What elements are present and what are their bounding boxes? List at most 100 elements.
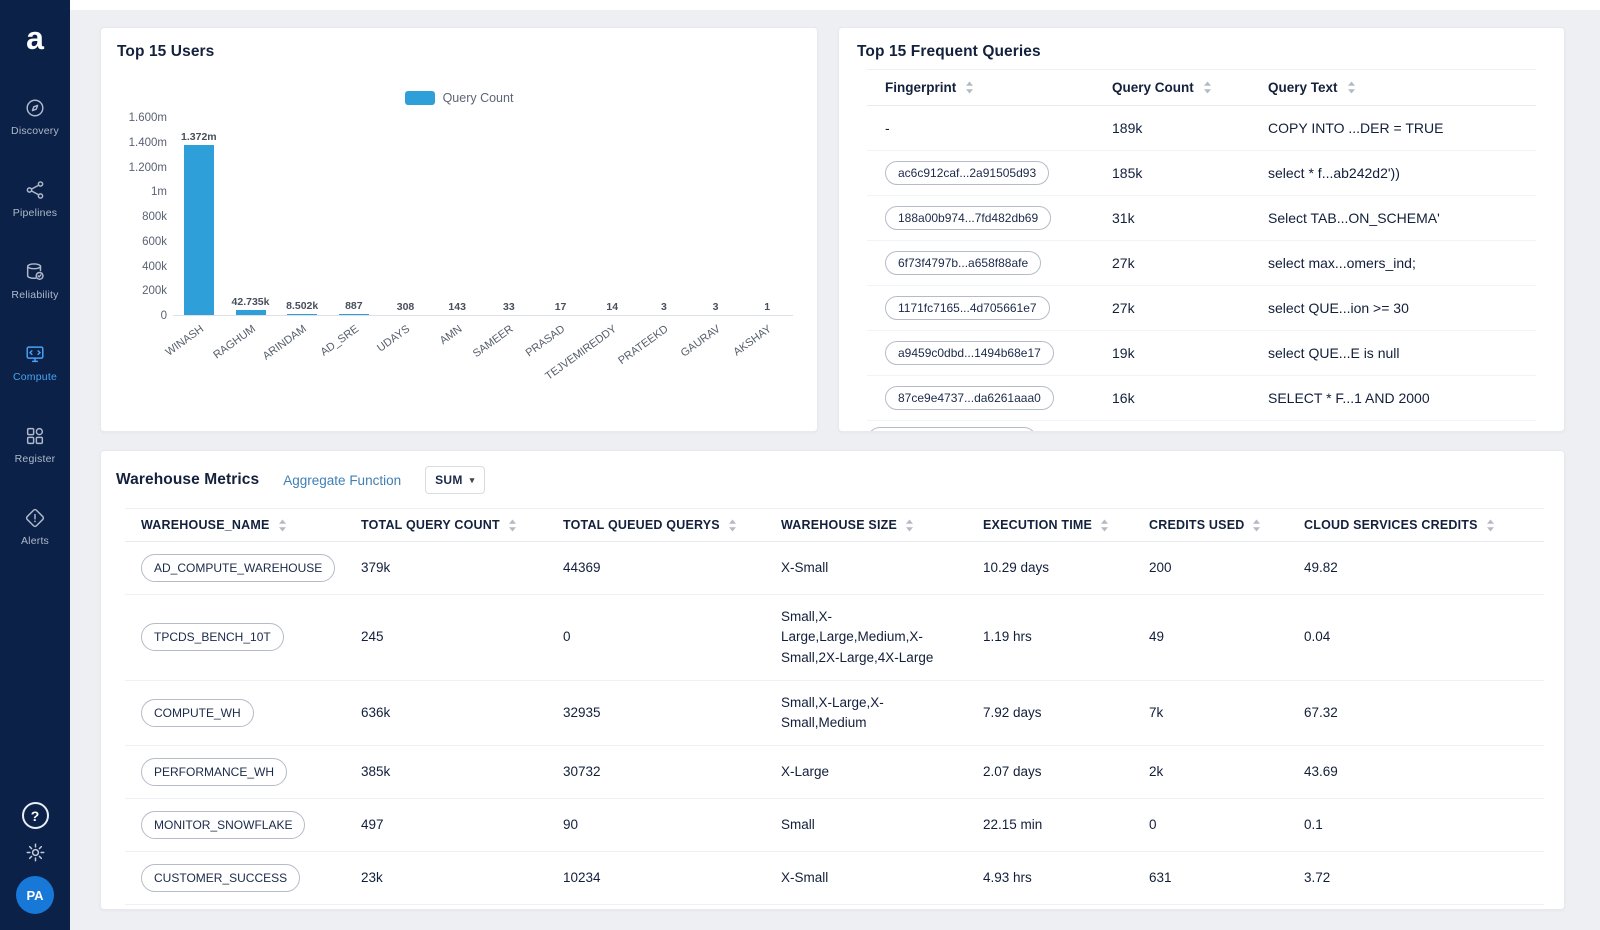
warehouse-size-cell: X-Small — [781, 870, 829, 886]
bar-value-label: 143 — [448, 301, 466, 313]
warehouse-column-header[interactable]: TOTAL QUEUED QUERYS — [547, 509, 765, 541]
alerts-icon — [24, 507, 46, 529]
total-query-count-cell: 385k — [361, 764, 391, 780]
sidebar-item-label: Reliability — [11, 289, 59, 301]
settings-gear-icon[interactable] — [25, 842, 46, 863]
cloud-services-credits-cell: 3.72 — [1304, 870, 1331, 886]
cloud-services-credits-cell: 49.82 — [1304, 559, 1338, 575]
execution-time-cell: 22.15 min — [983, 817, 1043, 833]
sidebar-item-discovery[interactable]: Discovery — [0, 88, 70, 146]
y-axis-tick: 200k — [142, 285, 167, 298]
total-query-count-cell: 636k — [361, 704, 391, 720]
bar-slot: 17 PRASAD — [524, 118, 587, 359]
bar-category-label: RAGHUM — [210, 323, 258, 362]
sort-icon[interactable] — [965, 81, 974, 94]
app-logo[interactable]: a — [26, 20, 44, 56]
sort-icon[interactable] — [1486, 519, 1495, 532]
chart-bar[interactable] — [183, 145, 214, 315]
warehouse-name-pill: AD_COMPUTE_WAREHOUSE — [141, 554, 336, 582]
chart-legend[interactable]: Query Count — [101, 91, 817, 105]
queries-column-header[interactable]: Query Count — [1094, 70, 1250, 105]
bar-category-label: PRASAD — [523, 323, 568, 360]
warehouse-metrics-header: Warehouse Metrics Aggregate Function SUM… — [101, 451, 1564, 494]
legend-swatch — [404, 91, 435, 105]
bar-slot: 14 TEJVEMIREDDY — [543, 118, 638, 383]
query-text-cell: select QUE...E is null — [1268, 345, 1400, 361]
warehouse-name-pill: PERFORMANCE_WH — [141, 758, 288, 787]
credits-used-cell: 7k — [1149, 704, 1164, 720]
fingerprint-cell: 87ce9e4737...da6261aaa0 — [867, 380, 1094, 416]
query-table-row: 6f73f4797b...a658f88afe 27k select max...o… — [867, 241, 1536, 286]
credits-used-cell: 2k — [1149, 764, 1164, 780]
warehouse-column-header[interactable]: WAREHOUSE_NAME — [125, 509, 345, 541]
query-table-row: 1171fc7165...4d705661e7 27k select QUE...i… — [867, 286, 1536, 331]
cloud-services-credits-cell: 43.69 — [1304, 764, 1338, 780]
sort-icon[interactable] — [278, 519, 287, 532]
query-table-row: 87ce9e4737...da6261aaa0 16k SELECT * F...1… — [867, 376, 1536, 421]
card-title: Warehouse Metrics — [116, 471, 260, 488]
bar-value-label: 33 — [503, 301, 515, 313]
warehouse-table-row: COMPUTE_WH 636k 32935 Small,X-Large,X-Small… — [125, 681, 1544, 747]
chart-bar[interactable] — [338, 314, 369, 315]
help-button[interactable]: ? — [21, 802, 49, 829]
sort-icon[interactable] — [905, 519, 914, 532]
bar-slot: 308 UDAYS — [376, 118, 432, 355]
sort-icon[interactable] — [1347, 81, 1356, 94]
user-avatar[interactable]: PA — [16, 876, 54, 914]
column-header-label: Query Text — [1268, 80, 1338, 95]
queries-table: Fingerprint Query Count Query Text - 189k CO… — [867, 69, 1536, 421]
warehouse-column-header[interactable]: TOTAL QUERY COUNT — [345, 509, 547, 541]
execution-time-cell: 7.92 days — [983, 704, 1042, 720]
sidebar-item-register[interactable]: Register — [0, 416, 70, 474]
y-axis-tick: 800k — [142, 211, 167, 223]
legend-label: Query Count — [442, 91, 514, 105]
warehouse-column-header[interactable]: CREDITS USED — [1133, 509, 1288, 541]
register-icon — [24, 425, 46, 447]
sort-icon[interactable] — [508, 519, 517, 532]
pipelines-icon — [24, 179, 46, 201]
query-table-row: 188a00b974...7fd482db69 31k Select TAB...O… — [867, 196, 1536, 241]
sidebar-item-pipelines[interactable]: Pipelines — [0, 170, 70, 228]
aggregate-function-select[interactable]: SUM ▾ — [425, 466, 485, 494]
bar-category-label: PRATEEKD — [616, 323, 671, 368]
warehouse-column-header[interactable]: WAREHOUSE SIZE — [765, 509, 967, 541]
warehouse-column-header[interactable]: CLOUD SERVICES CREDITS — [1288, 509, 1544, 541]
bar-slot: 33 SAMEER — [471, 118, 535, 360]
bar-value-label: 887 — [345, 300, 363, 312]
warehouse-name-cell: CUSTOMER_SUCCESS — [125, 852, 345, 904]
bar-slot: 1 AKSHAY — [732, 118, 793, 358]
fingerprint-cell: 188a00b974...7fd482db69 — [867, 200, 1094, 236]
sort-icon[interactable] — [728, 519, 737, 532]
queries-table-header: Fingerprint Query Count Query Text — [867, 69, 1536, 106]
sidebar-item-compute[interactable]: Compute — [0, 334, 70, 392]
queries-column-header[interactable]: Fingerprint — [867, 70, 1094, 105]
compute-icon — [24, 343, 46, 365]
column-header-label: WAREHOUSE SIZE — [781, 518, 898, 532]
query-text-cell: COPY INTO ...DER = TRUE — [1268, 120, 1444, 136]
bar-category-label: SAMEER — [471, 323, 516, 361]
top-strip — [70, 0, 1600, 10]
warehouse-size-cell: X-Large — [781, 764, 830, 780]
total-query-count-cell: 497 — [361, 817, 384, 833]
warehouse-name-cell: MONITOR_SNOWFLAKE — [125, 799, 345, 851]
bar-slot: 3 GAURAV — [679, 118, 742, 360]
query-count-cell: 27k — [1112, 300, 1135, 316]
sort-icon[interactable] — [1252, 519, 1261, 532]
execution-time-cell: 1.19 hrs — [983, 629, 1032, 645]
warehouse-table-row: PERFORMANCE_WH 385k 30732 X-Large 2.07 days 2… — [125, 746, 1544, 800]
cloud-services-credits-cell: 0.1 — [1304, 817, 1323, 833]
fingerprint-cell: ac6c912caf...2a91505d93 — [867, 155, 1094, 191]
sort-icon[interactable] — [1100, 519, 1109, 532]
sidebar-bottom: ? PA — [0, 802, 70, 914]
card-title: Top 15 Users — [117, 43, 215, 60]
sidebar-item-alerts[interactable]: Alerts — [0, 498, 70, 556]
chart-bar[interactable] — [287, 314, 318, 315]
chart-bar[interactable] — [235, 310, 266, 315]
discovery-icon — [24, 97, 46, 119]
sort-icon[interactable] — [1203, 81, 1212, 94]
bar-value-label: 8.502k — [286, 300, 319, 312]
queries-column-header[interactable]: Query Text — [1250, 70, 1536, 105]
bar-category-label: AMN — [437, 323, 465, 348]
sidebar-item-reliability[interactable]: Reliability — [0, 252, 70, 310]
warehouse-column-header[interactable]: EXECUTION TIME — [967, 509, 1133, 541]
